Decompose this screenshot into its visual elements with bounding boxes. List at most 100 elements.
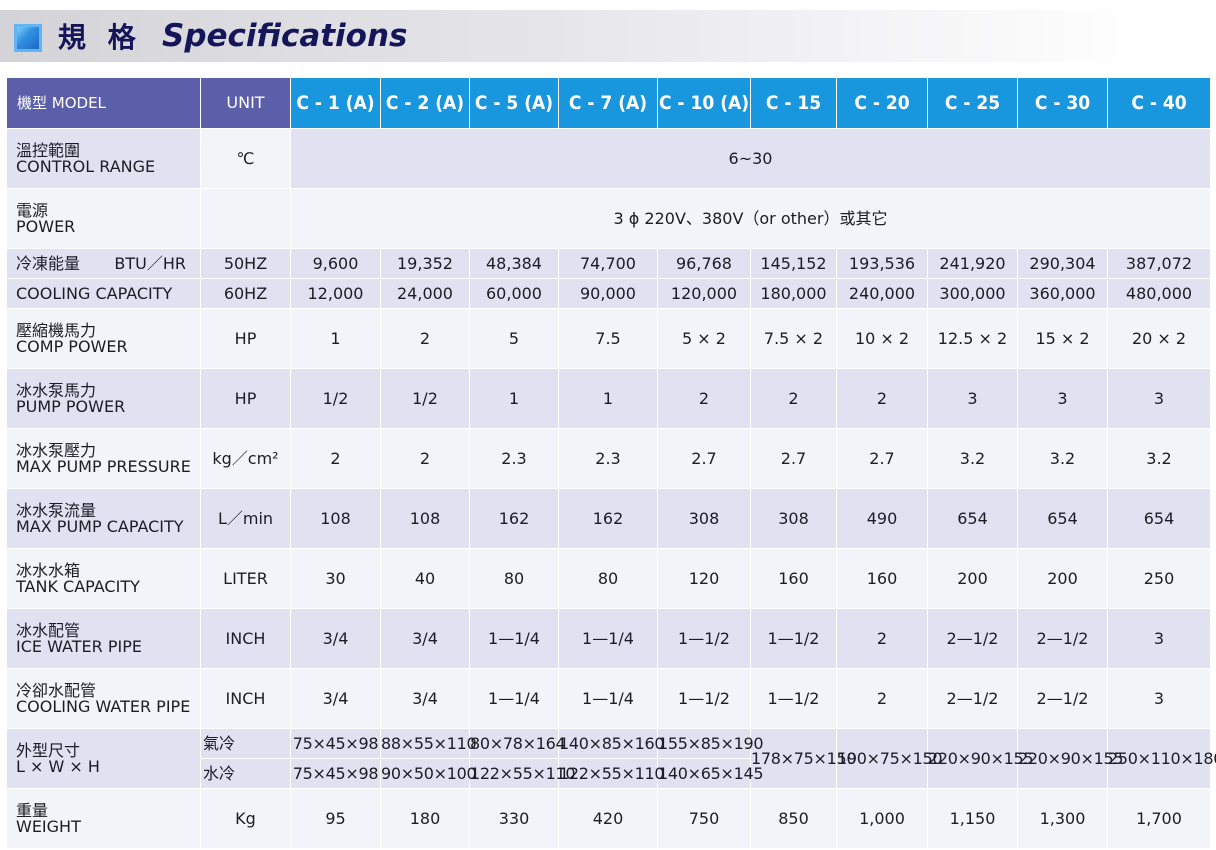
dimensions-air-row: 外型尺寸 L × W × H 氣冷 75×45×98 88×55×110 80×78… xyxy=(6,728,1216,789)
value-cell: 95 xyxy=(290,788,381,849)
value-cell: 40 xyxy=(380,548,470,609)
value-cell: 180,000 xyxy=(750,278,837,309)
dimension-cell: 80×78×164 xyxy=(469,728,566,759)
dimension-cell: 75×45×98 xyxy=(290,758,381,789)
value-cell: 10 × 2 xyxy=(836,308,928,369)
row-label-cn: 電源 xyxy=(16,200,49,220)
value-cell: 2 xyxy=(836,608,928,669)
row-label-en: TANK CAPACITY xyxy=(16,576,140,596)
dimension-cell: 220×90×155 xyxy=(1017,728,1124,789)
value-cell: 2—1/2 xyxy=(927,608,1018,669)
value-cell: 108 xyxy=(290,488,381,549)
unit-cell: INCH xyxy=(200,668,291,729)
value-cell: 48,384 xyxy=(469,248,559,279)
value-cell: 1,300 xyxy=(1017,788,1108,849)
row-label-en: L × W × H xyxy=(16,756,100,776)
dimension-cell: 90×50×100 xyxy=(380,758,477,789)
dimension-cell: 88×55×110 xyxy=(380,728,477,759)
value-cell: 160 xyxy=(836,548,928,609)
value-cell: 1,150 xyxy=(927,788,1018,849)
row-label: 溫控範圍 CONTROL RANGE xyxy=(6,128,201,189)
row-label-cn: 溫控範圍 xyxy=(16,140,81,160)
value-cell: 15 × 2 xyxy=(1017,308,1108,369)
value-cell: 9,600 xyxy=(290,248,381,279)
value-cell: 300,000 xyxy=(927,278,1018,309)
dimension-cell: 220×90×155 xyxy=(927,728,1034,789)
power-value: 3 ϕ 220V、380V（or other）或其它 xyxy=(290,188,1211,249)
model-header-cell: C - 10 (A) xyxy=(657,77,751,129)
value-cell: 2 xyxy=(657,368,751,429)
value-cell: 60,000 xyxy=(469,278,559,309)
row-label-cn: 冰水配管 xyxy=(16,620,81,640)
value-cell: 3.2 xyxy=(1107,428,1211,489)
value-cell: 3/4 xyxy=(290,608,381,669)
row-label: 冰水泵馬力 PUMP POWER xyxy=(6,368,201,429)
model-header-cell: C - 25 xyxy=(927,77,1018,129)
control-range-row: 溫控範圍 CONTROL RANGE ℃ 6~30 xyxy=(6,128,1211,189)
value-cell: 24,000 xyxy=(380,278,470,309)
value-cell: 2 xyxy=(750,368,837,429)
value-cell: 2 xyxy=(380,308,470,369)
value-cell: 7.5 × 2 xyxy=(750,308,837,369)
model-header-cell: C - 20 xyxy=(836,77,928,129)
dimension-cell: 190×75×150 xyxy=(836,728,943,789)
row-label-cn: 冰水泵流量 xyxy=(16,500,97,520)
header-row: 機型 MODEL UNIT C - 1 (A) C - 2 (A) C - 5 (A… xyxy=(6,77,1211,129)
dimension-cell: 250×110×180 xyxy=(1107,728,1216,789)
row-label-en: PUMP POWER xyxy=(16,396,126,416)
row-label-cn: 冰水泵馬力 xyxy=(16,380,97,400)
value-cell: 80 xyxy=(558,548,658,609)
value-cell: 2.7 xyxy=(836,428,928,489)
value-cell: 162 xyxy=(469,488,559,549)
value-cell: 330 xyxy=(469,788,559,849)
value-cell: 1—1/4 xyxy=(469,608,559,669)
value-cell: 2 xyxy=(836,668,928,729)
value-cell: 2—1/2 xyxy=(1017,608,1108,669)
value-cell: 750 xyxy=(657,788,751,849)
value-cell: 654 xyxy=(1107,488,1211,549)
unit-cell: HP xyxy=(200,308,291,369)
value-cell: 2—1/2 xyxy=(1017,668,1108,729)
value-cell: 1,000 xyxy=(836,788,928,849)
row-label-en: MAX PUMP PRESSURE xyxy=(16,456,191,476)
value-cell: 1 xyxy=(469,368,559,429)
value-cell: 290,304 xyxy=(1017,248,1108,279)
value-cell: 387,072 xyxy=(1107,248,1211,279)
comp-power-row: 壓縮機馬力 COMP POWER HP 1 2 5 7.5 5 × 2 7.5 × 2 10 × … xyxy=(6,308,1211,369)
value-cell: 3 xyxy=(1107,668,1211,729)
value-cell: 1—1/4 xyxy=(469,668,559,729)
value-cell: 162 xyxy=(558,488,658,549)
model-header-cell: C - 30 xyxy=(1017,77,1108,129)
unit-cell: HP xyxy=(200,368,291,429)
row-label-cn: 冰水水箱 xyxy=(16,560,81,580)
row-label: 冷卻水配管 COOLING WATER PIPE xyxy=(6,668,201,729)
model-header: 機型 MODEL xyxy=(6,77,201,129)
unit-header: UNIT xyxy=(200,77,291,129)
value-cell: 30 xyxy=(290,548,381,609)
value-cell: 850 xyxy=(750,788,837,849)
value-cell: 3/4 xyxy=(290,668,381,729)
power-row: 電源 POWER 3 ϕ 220V、380V（or other）或其它 xyxy=(6,188,1211,249)
row-label-cn: 重量 xyxy=(16,800,49,820)
unit-cell: 水冷 xyxy=(200,758,291,789)
dimension-cell: 122×55×110 xyxy=(469,758,576,789)
pump-capacity-row: 冰水泵流量 MAX PUMP CAPACITY L／min 108 108 162 162 3… xyxy=(6,488,1211,549)
value-cell: 3.2 xyxy=(1017,428,1108,489)
value-cell: 1—1/2 xyxy=(657,608,751,669)
value-cell: 12,000 xyxy=(290,278,381,309)
row-label-en: CONTROL RANGE xyxy=(16,156,156,176)
row-label: 重量 WEIGHT xyxy=(6,788,201,849)
unit-cell: 60HZ xyxy=(200,278,291,309)
row-label-en: COOLING CAPACITY xyxy=(16,283,173,303)
row-label-en: COOLING WATER PIPE xyxy=(16,696,191,716)
value-cell: 90,000 xyxy=(558,278,658,309)
value-cell: 480,000 xyxy=(1107,278,1211,309)
model-header-cell: C - 7 (A) xyxy=(558,77,658,129)
unit-cell: Kg xyxy=(200,788,291,849)
unit-cell: INCH xyxy=(200,608,291,669)
value-cell: 3 xyxy=(1107,608,1211,669)
value-cell: 1—1/2 xyxy=(750,668,837,729)
value-cell: 19,352 xyxy=(380,248,470,279)
value-cell: 2.7 xyxy=(750,428,837,489)
section-banner: 規 格 Specifications xyxy=(0,10,1216,62)
